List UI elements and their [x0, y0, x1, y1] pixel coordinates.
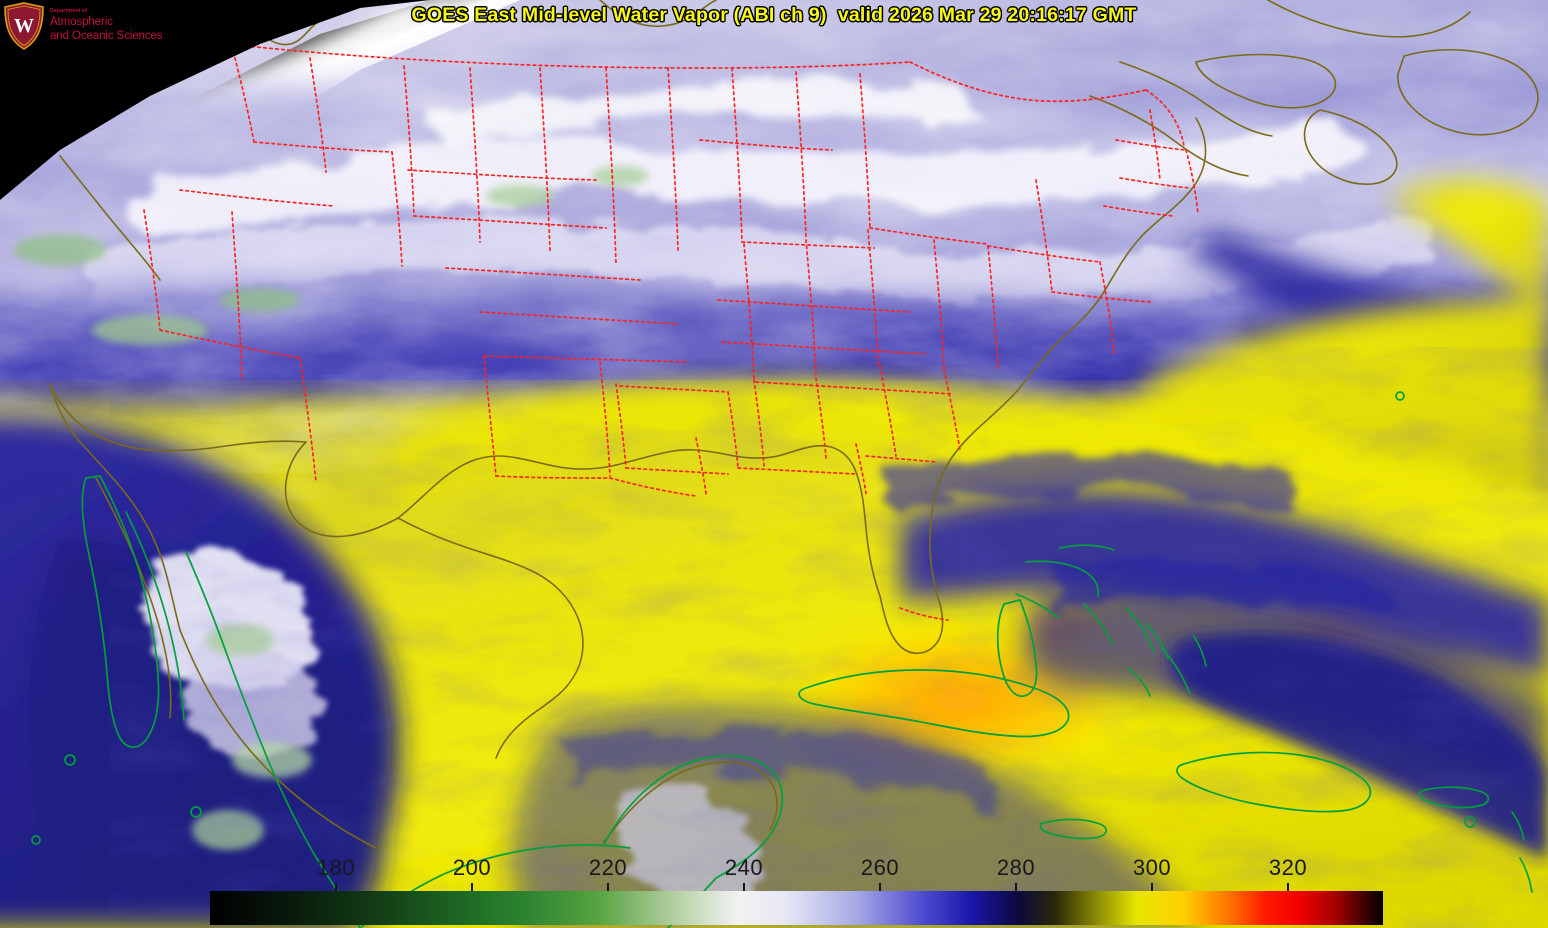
map-overlay [31, 0, 1539, 928]
state-borders [143, 43, 1199, 621]
colorbar-tick [1287, 883, 1289, 891]
svg-text:W: W [14, 15, 34, 37]
uw-crest-icon: W [4, 2, 44, 50]
colorbar: 180 200 220 240 260 280 300 320 [210, 857, 1383, 925]
coastlines-olive [49, 0, 1539, 849]
logo-line-2: and Oceanic Sciences [50, 30, 163, 43]
colorbar-tick [879, 883, 881, 891]
logo-department-prefix: Department of [50, 7, 88, 14]
logo-text-block: Department of Atmospheric and Oceanic Sc… [50, 7, 163, 43]
logo-line-1: Atmospheric [50, 16, 113, 29]
colorbar-tick [471, 883, 473, 891]
colorbar-tick [607, 883, 609, 891]
colorbar-ticks [210, 883, 1383, 891]
colorbar-gradient [210, 891, 1383, 925]
colorbar-tick [1015, 883, 1017, 891]
uw-aos-logo: W Department of Atmospheric and Oceanic … [0, 0, 166, 52]
colorbar-tick [1151, 883, 1153, 891]
colorbar-tick [335, 883, 337, 891]
colorbar-tick [743, 883, 745, 891]
